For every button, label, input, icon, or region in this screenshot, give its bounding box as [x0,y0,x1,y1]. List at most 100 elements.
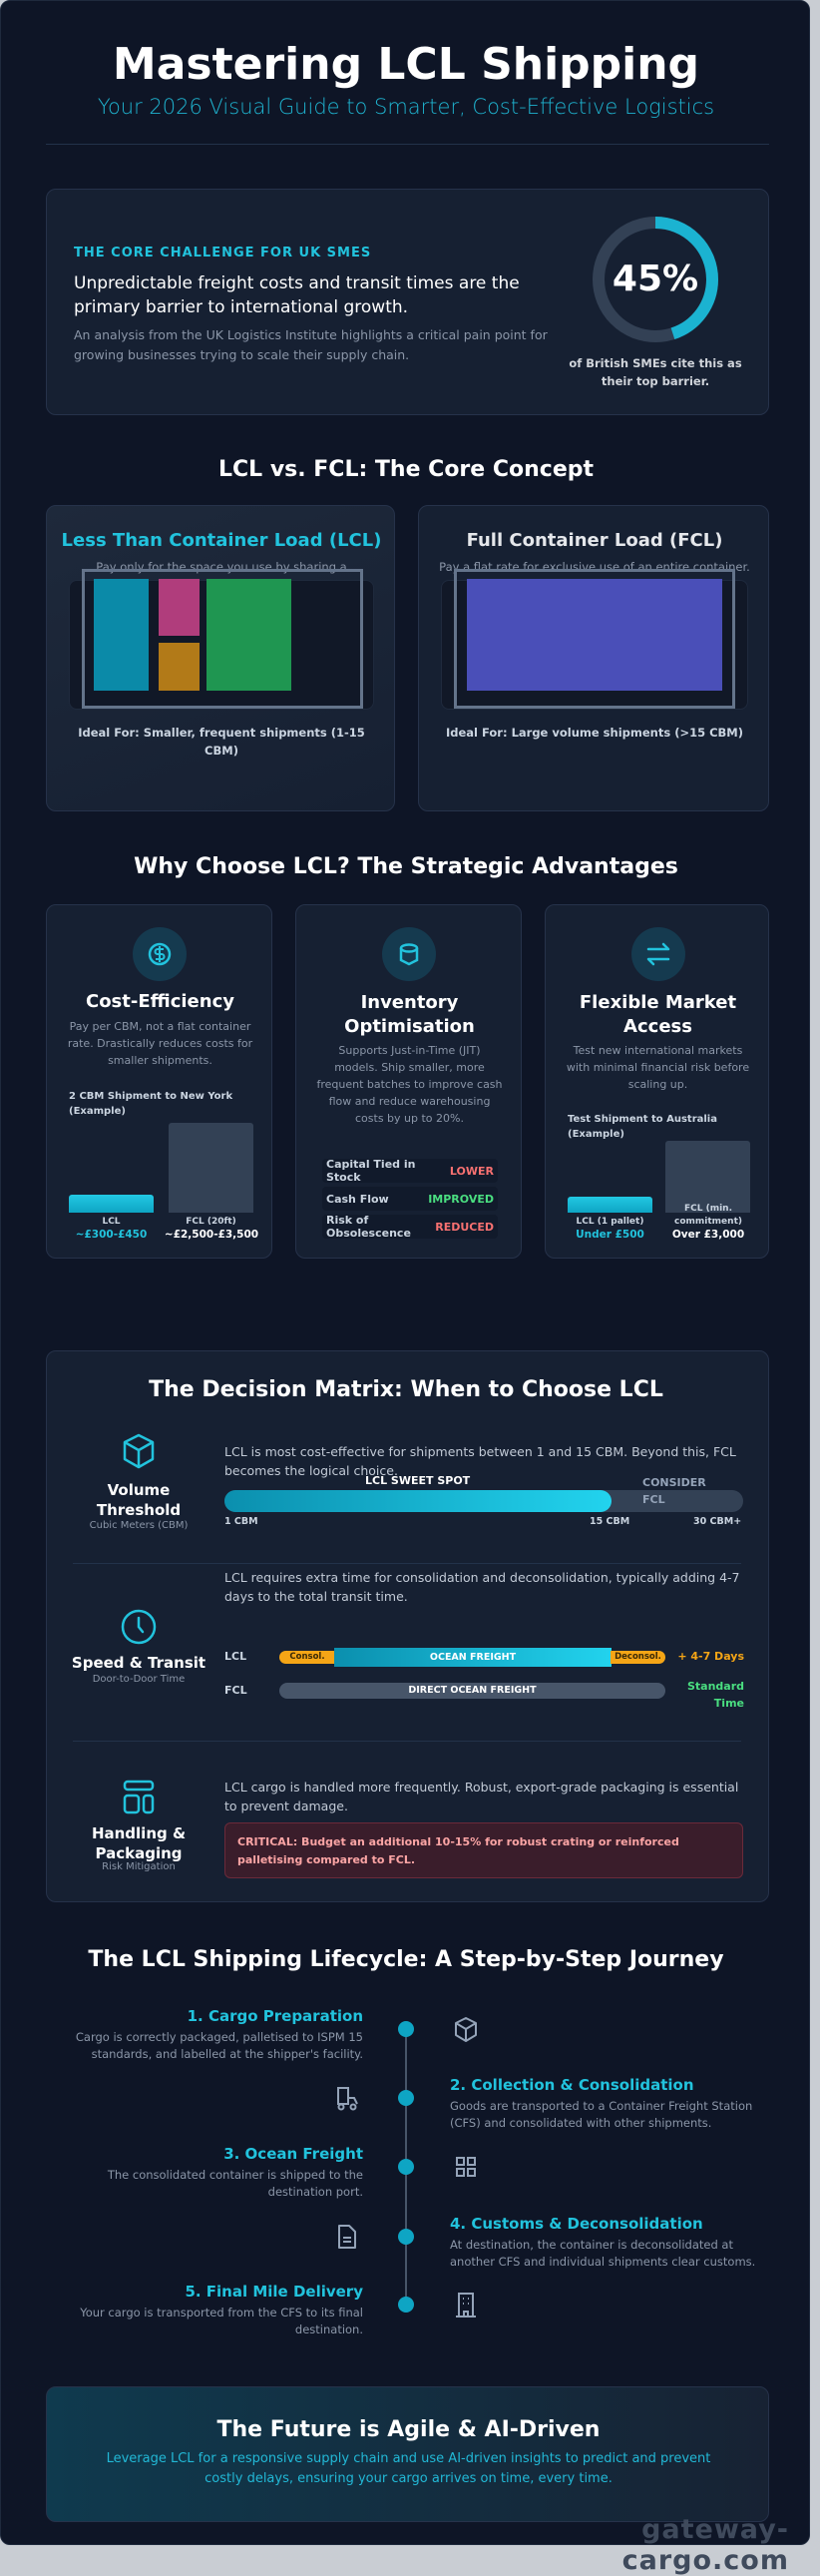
advantages-title: Why Choose LCL? The Strategic Advantages [134,854,678,879]
step-title: 1. Cargo Preparation [187,2007,363,2025]
matrix-title: The Decision Matrix: When to Choose LCL [149,1377,663,1402]
divider [46,144,769,145]
cargo-block [159,643,200,691]
deconsol-segment: Deconsol. [611,1651,665,1664]
cargo-block [94,579,149,691]
lcl-title: Less Than Container Load (LCL) [61,530,382,551]
advantage-description: Test new international markets with mini… [566,1044,750,1091]
advantage-title: Flexible Market Access [579,992,737,1037]
bar-lcl [69,1195,154,1213]
metric-row: Cash Flow IMPROVED [322,1187,498,1211]
cube-icon [123,1433,155,1469]
bar-value: ~£300-£450 [75,1229,148,1241]
layout-icon [123,1780,155,1814]
metric-value: LOWER [449,1164,494,1178]
advantage-card-market: Flexible Market Access Test new internat… [545,904,769,1259]
clock-icon [121,1609,157,1645]
timeline-dot [398,2229,414,2245]
handling-title: Handling & Packaging [91,1824,187,1862]
fcl-ideal-for: Ideal For: Large volume shipments (>15 C… [445,726,743,740]
bar-value: ~£2,500-£3,500 [164,1229,259,1241]
metric-row: Risk of Obsolescence REDUCED [322,1214,498,1240]
advantage-title: Inventory Optimisation [344,992,475,1037]
page-subtitle: Your 2026 Visual Guide to Smarter, Cost-… [97,95,715,119]
fcl-cargo-block [467,579,722,691]
truck-icon [337,2087,358,2111]
page-title: Mastering LCL Shipping [112,39,700,90]
chart-label: 2 CBM Shipment to New York (Example) [69,1091,233,1117]
lcl-card: Less Than Container Load (LCL) Pay only … [46,505,395,811]
speed-subtitle: Door-to-Door Time [92,1674,186,1685]
speed-text: LCL requires extra time for consolidatio… [224,1570,740,1604]
metric-row: Capital Tied in Stock LOWER [322,1158,498,1184]
fcl-container-outline [454,569,735,709]
lcl-row-label: LCL [224,1650,247,1663]
step-description: At destination, the container is deconso… [450,2238,756,2269]
bar-lcl [568,1197,652,1213]
containers-icon [456,2157,476,2177]
step-description: Cargo is correctly packaged, palletised … [75,2030,363,2061]
consider-fcl-label: CONSIDER FCL [642,1476,706,1506]
bar-fcl [169,1123,253,1213]
footer-card: The Future is Agile & AI-Driven Leverage… [46,2386,769,2522]
step-title: 2. Collection & Consolidation [450,2076,694,2094]
advantage-card-cost: Cost-Efficiency Pay per CBM, not a flat … [46,904,272,1259]
footer-text: Leverage LCL for a responsive supply cha… [106,2451,711,2486]
lcl-extra-time: + 4-7 Days [677,1650,744,1663]
step-title: 4. Customs & Deconsolidation [450,2215,703,2233]
challenge-description: An analysis from the UK Logistics Instit… [74,327,548,362]
stat-donut [593,217,718,342]
divider [73,1563,741,1564]
sweet-spot-label: LCL SWEET SPOT [365,1474,471,1487]
concept-title: LCL vs. FCL: The Core Concept [217,457,595,482]
metric-value: IMPROVED [428,1192,494,1206]
fcl-row-label: FCL [224,1684,247,1697]
step-description: Goods are transported to a Container Fre… [450,2099,753,2130]
bar-label: LCL (1 pallet) [576,1217,644,1227]
bar-fcl [665,1141,750,1213]
volume-title: Volume Threshold [96,1481,182,1519]
decision-matrix-card [46,1350,769,1902]
fcl-standard-time: Standard Time [686,1680,744,1710]
timeline-dot [398,2159,414,2175]
ocean-freight-segment: OCEAN FREIGHT [334,1648,612,1667]
watermark: gateway-cargo.com [621,2514,789,2576]
handling-text: LCL cargo is handled more frequently. Ro… [224,1780,739,1813]
arrows-exchange-icon [631,927,685,981]
challenge-card: THE CORE CHALLENGE FOR UK SMES Unpredict… [46,189,769,415]
advantage-description: Pay per CBM, not a flat container rate. … [67,1020,253,1067]
metric-value: REDUCED [435,1220,494,1234]
database-icon [382,927,436,981]
volume-text: LCL is most cost-effective for shipments… [224,1444,736,1478]
fcl-card: Full Container Load (FCL) Pay a flat rat… [418,505,769,811]
bar-label: LCL [102,1217,121,1227]
stat-value: 45% [612,258,699,299]
critical-alert: CRITICAL: Budget an additional 10-15% fo… [224,1822,743,1878]
divider [73,1741,741,1742]
document-icon [338,2225,356,2249]
stat-caption: of British SMEs cite this as their top b… [569,356,742,388]
bar-value: Under £500 [576,1229,644,1241]
dollar-icon [133,927,187,981]
volume-subtitle: Cubic Meters (CBM) [89,1520,189,1531]
footer-title: The Future is Agile & AI-Driven [216,2417,601,2442]
handling-subtitle: Risk Mitigation [102,1861,176,1872]
timeline-dot [398,2297,414,2313]
bar-label: FCL (20ft) [186,1217,236,1227]
challenge-headline: Unpredictable freight costs and transit … [74,273,520,317]
bar-label: FCL (min. commitment) [674,1204,742,1227]
step-title: 5. Final Mile Delivery [185,2283,363,2301]
building-icon [456,2293,476,2318]
step-description: Your cargo is transported from the CFS t… [80,2306,363,2336]
box-icon [455,2017,477,2042]
volume-bar-sweet-spot [224,1490,612,1512]
lifecycle-title: The LCL Shipping Lifecycle: A Step-by-St… [88,1947,724,1972]
speed-title: Speed & Transit [71,1654,206,1672]
direct-ocean-freight-bar: DIRECT OCEAN FREIGHT [279,1683,665,1699]
tick-label: 15 CBM [590,1516,630,1527]
step-description: The consolidated container is shipped to… [107,2168,363,2199]
fcl-title: Full Container Load (FCL) [466,530,723,551]
timeline-dot [398,2090,414,2106]
metric-label: Cash Flow [326,1192,389,1206]
challenge-label: THE CORE CHALLENGE FOR UK SMES [74,246,372,260]
